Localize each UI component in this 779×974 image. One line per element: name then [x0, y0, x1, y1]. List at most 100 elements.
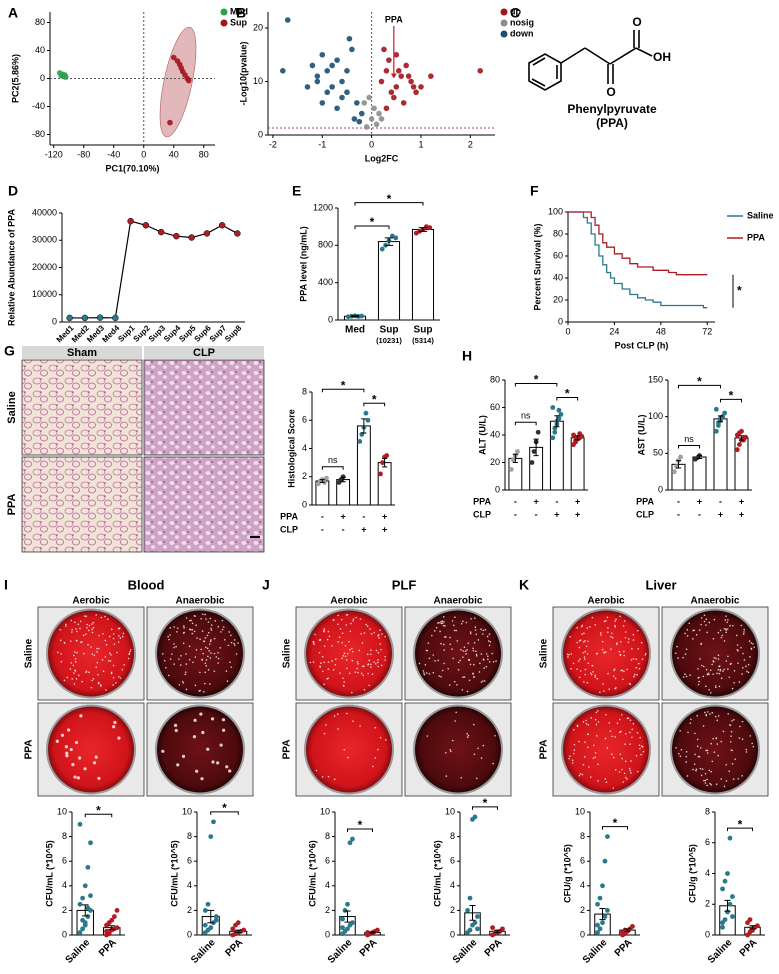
colony [119, 677, 122, 679]
data-point [595, 930, 600, 935]
colony [636, 731, 639, 734]
colony [60, 653, 62, 655]
colony [571, 762, 574, 764]
data-point [630, 923, 635, 929]
colony [624, 631, 627, 633]
data-point [170, 54, 177, 61]
colony [731, 720, 733, 722]
data-point [398, 73, 405, 79]
colony [204, 613, 206, 616]
colony [715, 737, 717, 740]
colony [569, 636, 571, 638]
colony [706, 673, 709, 676]
colony [705, 624, 707, 626]
colony [176, 630, 178, 633]
colony [342, 677, 344, 680]
colony [720, 740, 723, 743]
colony [637, 662, 640, 665]
factor-level: - [698, 509, 701, 519]
data-point [112, 314, 119, 322]
panel-label: D [8, 183, 18, 199]
histology-image [143, 456, 265, 553]
colony [618, 731, 621, 734]
colony [352, 618, 355, 620]
data-point [600, 920, 605, 926]
colony [463, 676, 466, 678]
colony [443, 649, 446, 651]
colony [717, 658, 720, 660]
colony [346, 667, 348, 670]
colony [381, 633, 383, 635]
column-label: Aerobic [72, 596, 110, 607]
colony [440, 621, 442, 623]
colony [110, 671, 113, 674]
colony [112, 684, 114, 686]
factor-level: - [362, 511, 365, 521]
colony [639, 747, 641, 750]
colony [207, 669, 210, 671]
data-point [114, 925, 120, 931]
y-tick-label: 10 [253, 76, 263, 86]
colony [586, 653, 589, 655]
colony [722, 730, 725, 733]
colony [491, 652, 494, 655]
colony [55, 739, 59, 743]
factor-level: + [575, 509, 580, 519]
colony [731, 749, 733, 752]
colony [210, 652, 212, 654]
data-point [367, 931, 373, 937]
colony [345, 614, 348, 616]
data-point [730, 914, 735, 919]
colony [108, 635, 111, 638]
colony [466, 690, 469, 693]
colony [582, 651, 585, 654]
colony [428, 673, 431, 675]
colony [621, 768, 623, 771]
colony [83, 767, 87, 771]
colony [465, 621, 468, 624]
colony [369, 666, 372, 668]
colony [579, 658, 581, 660]
colony [582, 721, 585, 723]
colony [352, 720, 354, 722]
y-axis-label: -Log10(pvalue) [238, 41, 248, 105]
y-tick-label: 0 [187, 929, 192, 939]
data-point [597, 926, 603, 932]
y-axis-label: Relative Abundance of PPA [6, 208, 16, 326]
colony [594, 718, 597, 721]
data-point [602, 858, 608, 864]
data-point [720, 920, 725, 926]
data-point [529, 460, 535, 465]
colony [334, 663, 337, 666]
colony [489, 641, 492, 643]
y-tick-label: 0 [40, 73, 45, 83]
colony [595, 735, 598, 737]
data-point [88, 893, 93, 899]
colony [475, 653, 478, 656]
data-point [595, 901, 600, 907]
error-bar [384, 237, 394, 246]
colony [745, 748, 747, 751]
y-tick-label: 4 [187, 880, 192, 890]
factor-level: - [555, 496, 558, 506]
bond [584, 47, 611, 65]
colony [753, 646, 755, 648]
panel-label: K [519, 577, 529, 593]
data-point [205, 901, 211, 907]
colony [603, 620, 606, 623]
colony [725, 763, 728, 766]
colony [705, 618, 708, 621]
colony [384, 659, 386, 661]
data-point [324, 68, 331, 74]
colony [589, 672, 592, 674]
colony [708, 689, 710, 691]
data-point [314, 73, 321, 79]
colony [708, 621, 711, 624]
colony [733, 681, 735, 684]
colony [585, 719, 587, 722]
colony [727, 655, 729, 658]
colony [488, 660, 491, 663]
colony [586, 746, 589, 749]
x-tick-label: 40 [169, 149, 179, 159]
colony [185, 653, 187, 655]
